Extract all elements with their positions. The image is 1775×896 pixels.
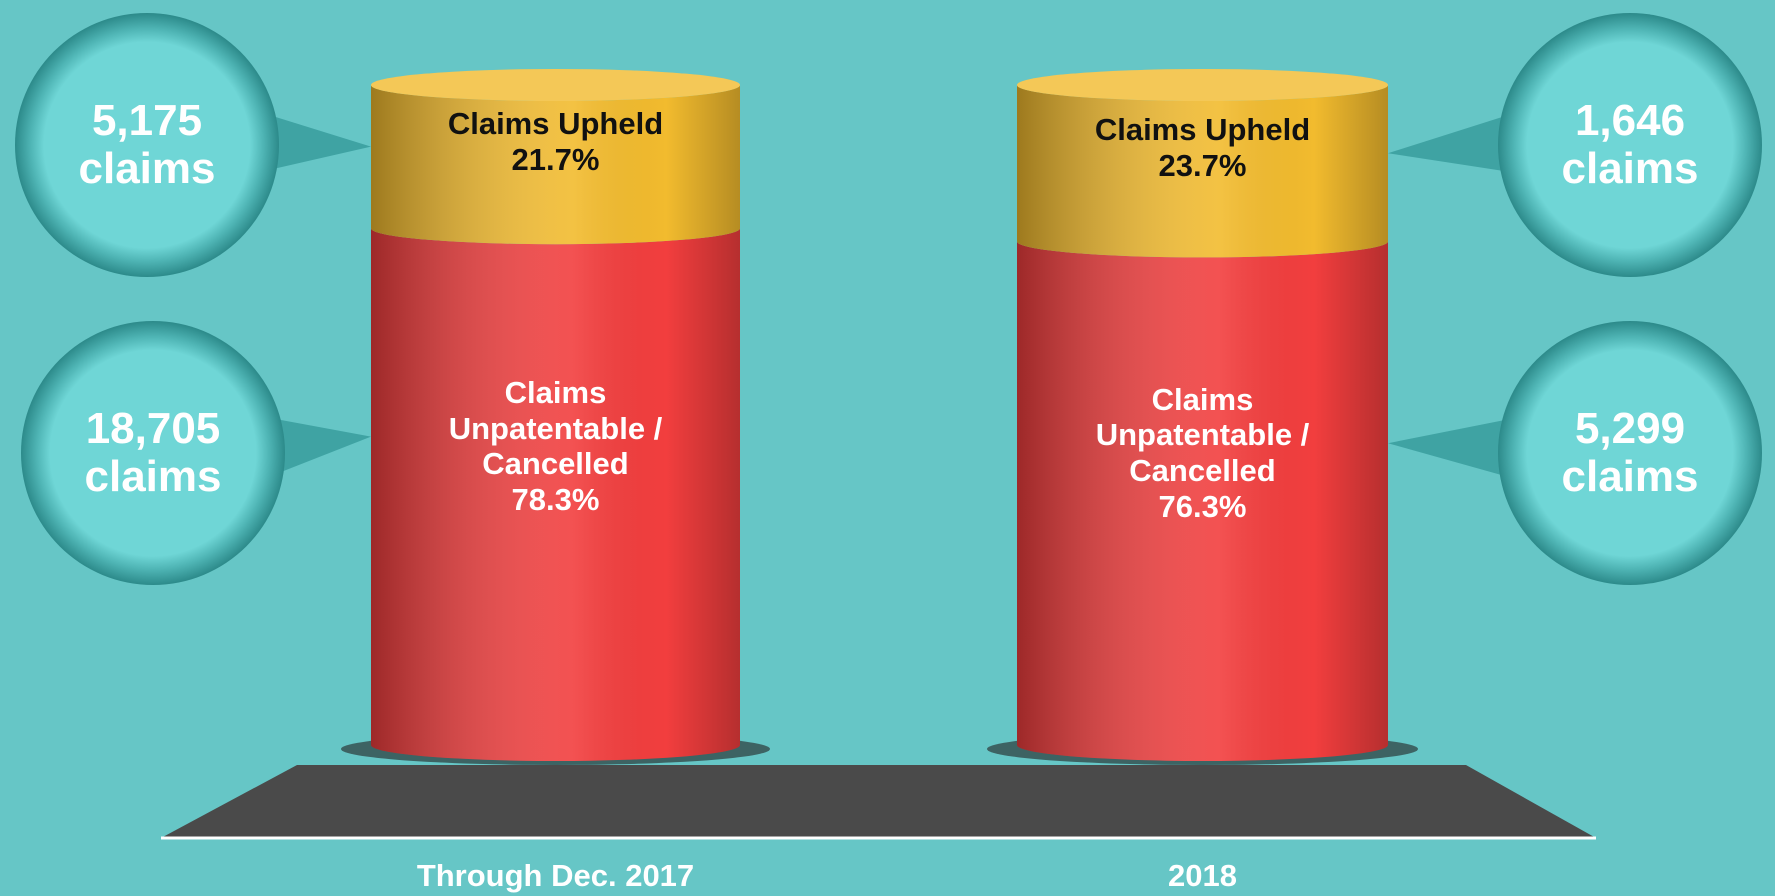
segment-name: Claims Upheld [447,105,664,141]
callout-label: 1,646 claims [1561,95,1699,193]
x-tick-label: 2018 [1168,858,1237,893]
segment-value: 23.7% [1158,148,1247,184]
callout-bubble [21,321,285,585]
bar-top-highlight [1017,69,1388,101]
callout-bubble [1498,321,1762,585]
bar-shading [1017,85,1388,258]
segment-value: 78.3% [511,482,600,518]
segment-name: Claims Upheld [1094,112,1311,148]
bar-top [1017,69,1388,101]
segment-value: 21.7% [511,141,600,177]
callout-bubble [15,13,279,277]
bar-top-highlight [371,69,740,101]
bar-top [371,69,740,101]
callout-label: 5,175 claims [78,95,216,193]
bar-shading [1017,241,1388,762]
x-tick-label: Through Dec. 2017 [416,858,695,893]
callout-label: 5,299 claims [1561,403,1699,501]
callout-bubble [1498,13,1762,277]
bar-shading [371,85,740,245]
callout-label: 18,705 claims [84,403,222,501]
bar-shading [371,228,740,762]
segment-name: Claims Unpatentable / Cancelled [1095,381,1310,488]
floor [161,765,1596,838]
segment-name: Claims Unpatentable / Cancelled [448,375,663,482]
segment-value: 76.3% [1158,488,1247,524]
